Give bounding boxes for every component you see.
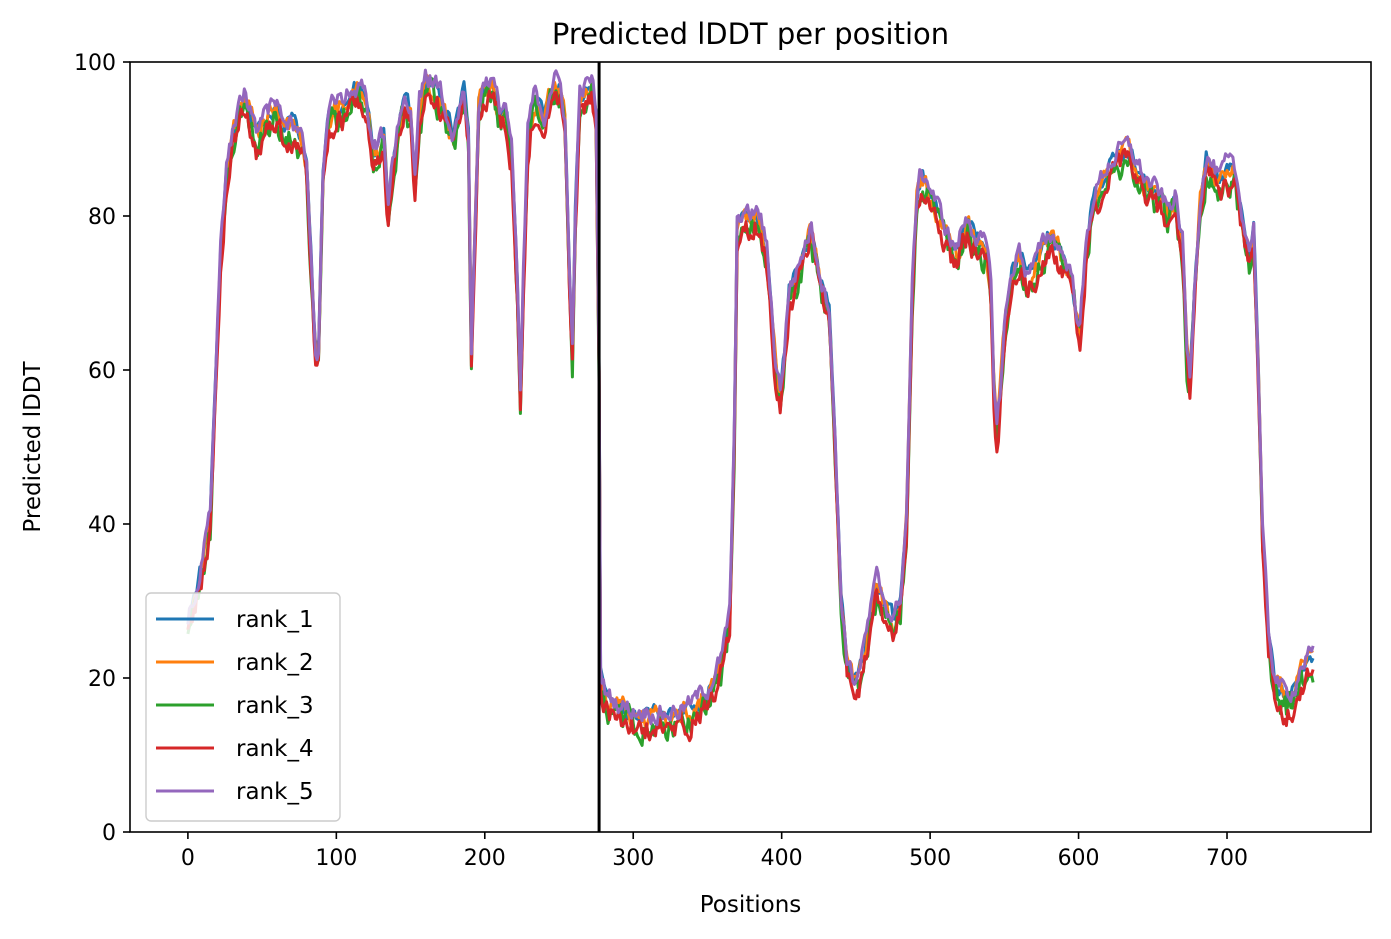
y-tick-label: 100 bbox=[74, 51, 116, 76]
x-tick-label: 300 bbox=[612, 846, 654, 871]
chart-title: Predicted lDDT per position bbox=[552, 17, 949, 51]
y-tick-label: 20 bbox=[88, 667, 116, 692]
legend-box bbox=[145, 592, 341, 822]
legend: rank_1 rank_2 rank_3 rank_4 rank_5 bbox=[145, 592, 341, 822]
legend-label: rank_1 bbox=[236, 607, 314, 633]
x-tick-label: 500 bbox=[909, 846, 951, 871]
y-tick-label: 0 bbox=[102, 821, 116, 846]
x-tick-label: 600 bbox=[1058, 846, 1100, 871]
x-tick-label: 100 bbox=[315, 846, 357, 871]
y-axis: 0 20 40 60 80 100 bbox=[74, 51, 130, 846]
series-line-rank_2 bbox=[186, 73, 1314, 729]
series-line-rank_3 bbox=[186, 76, 1315, 747]
series-line-rank_5 bbox=[186, 68, 1315, 727]
y-axis-label: Predicted lDDT bbox=[20, 360, 46, 532]
x-tick-label: 700 bbox=[1206, 846, 1248, 871]
series-layer bbox=[186, 68, 1315, 747]
x-tick-label: 200 bbox=[464, 846, 506, 871]
x-tick-label: 400 bbox=[761, 846, 803, 871]
legend-label: rank_5 bbox=[236, 779, 314, 805]
x-axis: 0 100 200 300 400 500 600 700 bbox=[181, 832, 1248, 871]
series-line-rank_4 bbox=[186, 89, 1315, 743]
legend-label: rank_2 bbox=[236, 650, 314, 676]
legend-label: rank_3 bbox=[236, 693, 314, 719]
x-tick-label: 0 bbox=[181, 846, 195, 871]
legend-label: rank_4 bbox=[236, 736, 314, 762]
y-tick-label: 40 bbox=[88, 513, 116, 538]
series-line-rank_1 bbox=[187, 77, 1315, 723]
y-tick-label: 60 bbox=[88, 359, 116, 384]
axes-frame bbox=[129, 61, 1372, 833]
x-axis-label: Positions bbox=[700, 892, 802, 918]
y-tick-label: 80 bbox=[88, 205, 116, 230]
